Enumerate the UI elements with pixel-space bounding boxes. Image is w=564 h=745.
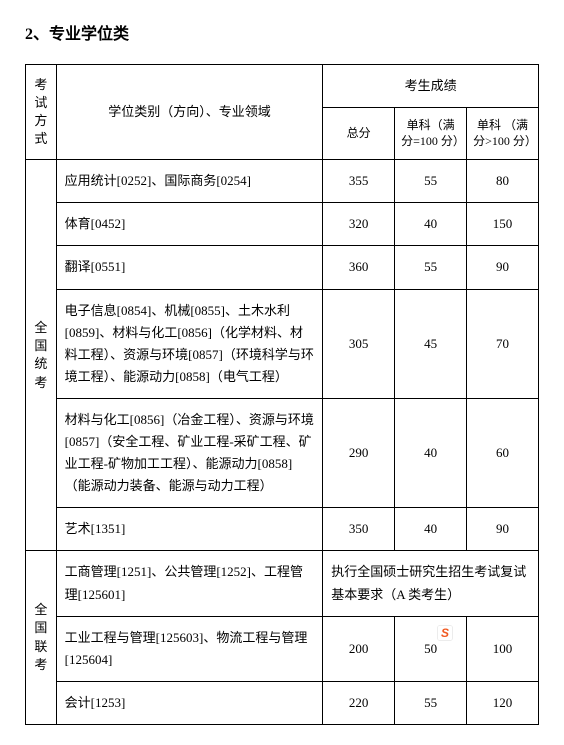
header-exam-method: 考试方式: [26, 65, 57, 160]
desc-cell: 体育[0452]: [56, 203, 323, 246]
total-cell: 200: [323, 616, 395, 681]
s100p-cell: 60: [467, 398, 539, 507]
exam-type-tongkao: 全国统考: [26, 160, 57, 551]
svg-text:S: S: [441, 626, 449, 640]
s100p-cell: 100: [467, 616, 539, 681]
s100-cell: 40: [395, 398, 467, 507]
s100-cell: 50: [395, 616, 467, 681]
s100p-cell: 70: [467, 289, 539, 398]
header-total: 总分: [323, 108, 395, 160]
header-over100: 单科 （满分>100 分）: [467, 108, 539, 160]
s100-cell: 55: [395, 681, 467, 724]
header-sub100: 单科（满分=100 分）: [395, 108, 467, 160]
desc-cell: 工商管理[1251]、公共管理[1252]、工程管理[125601]: [56, 551, 323, 616]
section-title: 2、专业学位类: [25, 20, 539, 44]
total-cell: 320: [323, 203, 395, 246]
s100p-cell: 150: [467, 203, 539, 246]
s100-cell: 40: [395, 508, 467, 551]
desc-cell: 工业工程与管理[125603]、物流工程与管理[125604]: [56, 616, 323, 681]
table-row: 材料与化工[0856]（冶金工程）、资源与环境[0857]（安全工程、矿业工程-…: [26, 398, 539, 507]
header-scores-group: 考生成绩: [323, 65, 539, 108]
s100p-cell: 80: [467, 160, 539, 203]
desc-cell: 艺术[1351]: [56, 508, 323, 551]
s100p-cell: 120: [467, 681, 539, 724]
desc-cell: 电子信息[0854]、机械[0855]、土木水利[0859]、材料与化工[085…: [56, 289, 323, 398]
table-row: 会计[1253] 220 55 120: [26, 681, 539, 724]
table-row: 艺术[1351] 350 40 90: [26, 508, 539, 551]
header-category: 学位类别（方向）、专业领域: [56, 65, 323, 160]
desc-cell: 材料与化工[0856]（冶金工程）、资源与环境[0857]（安全工程、矿业工程-…: [56, 398, 323, 507]
total-cell: 350: [323, 508, 395, 551]
s100-cell: 45: [395, 289, 467, 398]
score-table: 考试方式 学位类别（方向）、专业领域 考生成绩 总分 单科（满分=100 分） …: [25, 64, 539, 725]
s100p-cell: 90: [467, 246, 539, 289]
ime-sogou-icon: S: [436, 624, 454, 642]
table-row: 体育[0452] 320 40 150: [26, 203, 539, 246]
desc-cell: 翻译[0551]: [56, 246, 323, 289]
table-row: 电子信息[0854]、机械[0855]、土木水利[0859]、材料与化工[085…: [26, 289, 539, 398]
table-row: 全国统考 应用统计[0252]、国际商务[0254] 355 55 80: [26, 160, 539, 203]
desc-cell: 会计[1253]: [56, 681, 323, 724]
s100-cell: 55: [395, 246, 467, 289]
total-cell: 305: [323, 289, 395, 398]
table-row: 翻译[0551] 360 55 90: [26, 246, 539, 289]
table-row: 全国联考 工商管理[1251]、公共管理[1252]、工程管理[125601] …: [26, 551, 539, 616]
s100-cell: 55: [395, 160, 467, 203]
exam-type-liankao: 全国联考: [26, 551, 57, 724]
total-cell: 355: [323, 160, 395, 203]
s100p-cell: 90: [467, 508, 539, 551]
total-cell: 360: [323, 246, 395, 289]
s100-cell: 40: [395, 203, 467, 246]
total-cell: 290: [323, 398, 395, 507]
total-cell: 220: [323, 681, 395, 724]
desc-cell: 应用统计[0252]、国际商务[0254]: [56, 160, 323, 203]
table-row: 工业工程与管理[125603]、物流工程与管理[125604] 200 50 1…: [26, 616, 539, 681]
merged-note-cell: 执行全国硕士研究生招生考试复试基本要求（A 类考生）: [323, 551, 539, 616]
